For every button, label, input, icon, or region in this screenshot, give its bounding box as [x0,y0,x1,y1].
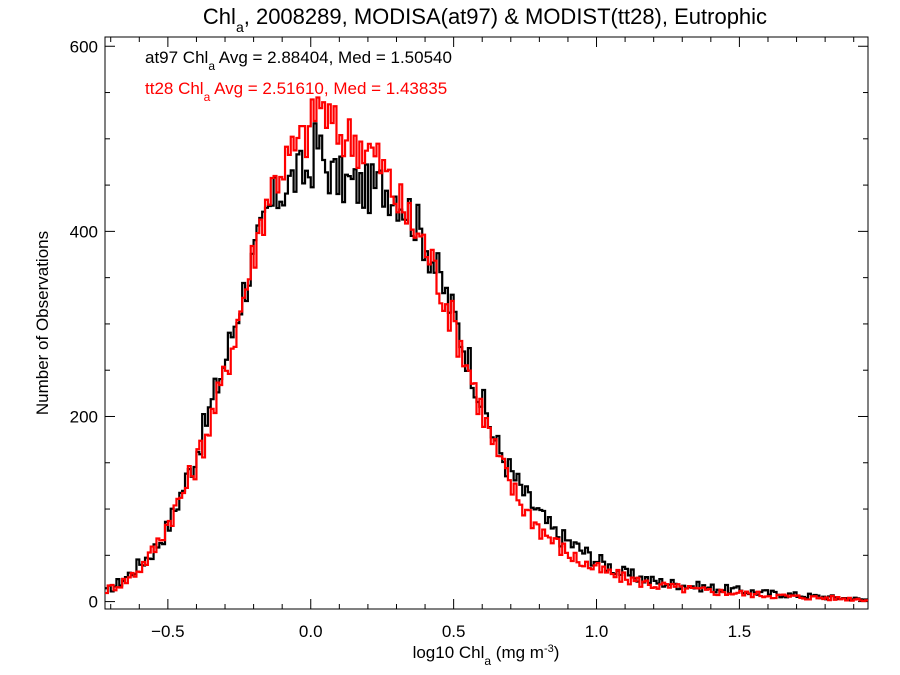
y-tick-label: 200 [70,407,98,426]
y-tick-label: 400 [70,222,98,241]
legend-tt28-text: Avg = 2.51610, Med = 1.43835 [210,79,447,98]
legend-at97-prefix: at97 Chl [145,48,208,67]
legend-at97-text: Avg = 2.88404, Med = 1.50540 [215,48,452,67]
title-subscript: a [236,19,244,35]
series-layer [105,96,868,603]
x-ticks: −0.5 0.0 0.5 1.0 1.5 [110,37,855,641]
legend-at97-sub: a [208,59,215,73]
title-rest: , 2008289, MODISA(at97) & MODIST(tt28), … [244,4,767,29]
y-ticks: 0 200 400 600 [70,37,868,612]
x-tick-label: 0.5 [442,622,466,641]
x-tick-label: 1.5 [728,622,752,641]
x-tick-label: 0.0 [299,622,323,641]
y-tick-label: 0 [89,593,98,612]
y-axis-title: Number of Observations [33,231,52,415]
legend-tt28-prefix: tt28 Chl [145,79,204,98]
xlabel-sup: -3 [544,643,554,655]
xlabel-post: (mg m [491,643,544,662]
xlabel-sub: a [484,654,491,668]
legend-entry-at97: at97 Chla Avg = 2.88404, Med = 1.50540 [145,48,452,73]
y-tick-label: 600 [70,37,98,56]
x-axis-title: log10 Chla (mg m-3) [413,643,560,668]
x-tick-label: 1.0 [585,622,609,641]
x-tick-label: −0.5 [151,622,185,641]
title-main: Chl [203,4,236,29]
chart-title: Chla, 2008289, MODISA(at97) & MODIST(tt2… [203,4,767,35]
xlabel-pre: log10 Chl [413,643,485,662]
xlabel-close: ) [554,643,560,662]
legend-tt28-sub: a [204,90,211,104]
series-line-tt28 [105,96,868,603]
legend-entry-tt28: tt28 Chla Avg = 2.51610, Med = 1.43835 [145,79,447,104]
series-line-at97 [105,122,868,602]
plot-frame [104,36,869,610]
